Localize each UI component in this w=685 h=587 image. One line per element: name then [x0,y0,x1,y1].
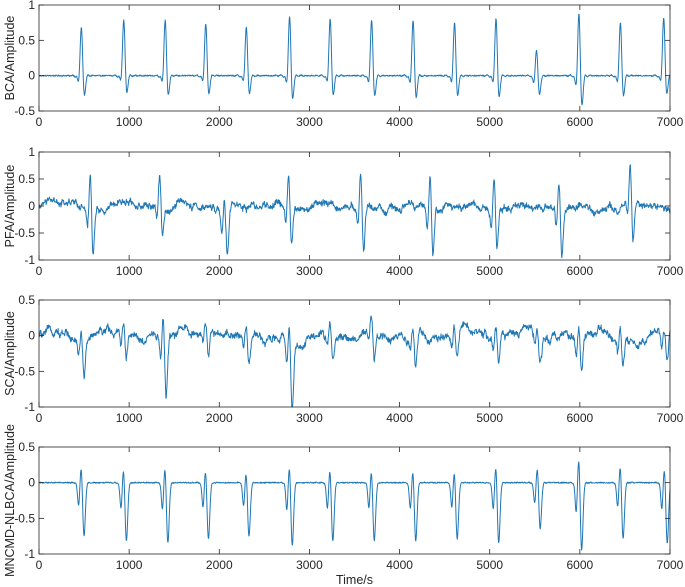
x-tick-label: 0 [36,264,43,278]
x-tick-label: 4000 [386,115,413,129]
plot-frame [38,299,671,408]
plot-frame [38,151,671,261]
x-tick-label: 3000 [296,115,323,129]
signal-line-4 [38,461,671,551]
y-tick-label: 0 [28,329,35,343]
y-tick-label: 0 [28,199,35,213]
signal-line-2 [38,164,671,259]
y-tick-label: -0.5 [14,364,35,378]
x-tick-label: 2000 [206,115,233,129]
x-tick-label: 4000 [386,558,413,572]
x-tick-label: 1000 [116,115,143,129]
x-tick-label: 6000 [567,264,594,278]
panel-1: 0 1000 2000 3000 4000 5000 6000 7000-0.500.51BC… [3,0,684,129]
x-tick-label: 5000 [476,411,503,425]
x-tick-label: 0 [36,411,43,425]
x-tick-label: 4000 [386,264,413,278]
x-tick-label: 2000 [206,411,233,425]
y-axis-label: SCA/Amplitude [3,311,17,396]
plot-frame [38,446,671,555]
y-tick-label: 0.5 [18,293,35,307]
plot-frame [38,4,671,112]
signal-line-3 [38,315,671,408]
x-tick-label: 3000 [296,558,323,572]
y-tick-label: 1 [28,0,35,12]
x-tick-label: 4000 [386,411,413,425]
y-axis-label: BCA/Amplitude [3,16,17,101]
x-tick-label: 1000 [116,411,143,425]
y-tick-label: 0 [28,69,35,83]
y-tick-label: -0.5 [14,104,35,118]
panel-2: 0 1000 2000 3000 4000 5000 6000 7000 -1 -0.5 0 0.5 1… [3,145,684,278]
y-tick-label: 1 [28,145,35,159]
y-tick-label: -0.5 [14,226,35,240]
x-tick-label: 6000 [567,558,594,572]
x-tick-label: 6000 [567,115,594,129]
x-tick-label: 7000 [657,411,684,425]
y-tick-label: -0.5 [14,511,35,525]
x-tick-label: 1000 [116,264,143,278]
x-tick-label: 7000 [657,558,684,572]
signal-line-1 [38,13,671,106]
y-tick-label: -1 [24,547,35,561]
panel-3: 0 1000 2000 3000 4000 5000 6000 7000 -1 -0.5 0 0.5S… [3,293,684,425]
y-tick-label: 0.5 [18,440,35,454]
y-axis-label: MNCMD-NLBCA/Amplitude [3,424,17,577]
panel-4: 0 1000 2000 3000 4000 5000 6000 7000 -1 -0.5 0 0.5M… [3,424,684,587]
x-tick-label: 7000 [657,264,684,278]
x-tick-label: 3000 [296,264,323,278]
x-tick-label: 5000 [476,264,503,278]
x-tick-label: 2000 [206,558,233,572]
x-tick-label: 0 [36,115,43,129]
y-tick-label: 0 [28,476,35,490]
x-tick-label: 0 [36,558,43,572]
y-tick-label: -1 [24,400,35,414]
x-tick-label: 1000 [116,558,143,572]
y-tick-label: 0.5 [18,172,35,186]
x-tick-label: 7000 [657,115,684,129]
x-axis-label: Time/s [336,573,373,587]
y-tick-label: -1 [24,253,35,267]
x-tick-label: 5000 [476,558,503,572]
x-tick-label: 3000 [296,411,323,425]
y-tick-label: 0.5 [18,33,35,47]
x-tick-label: 5000 [476,115,503,129]
x-tick-label: 6000 [567,411,594,425]
x-tick-label: 2000 [206,264,233,278]
y-axis-label: PFA/Amplitude [3,165,17,248]
